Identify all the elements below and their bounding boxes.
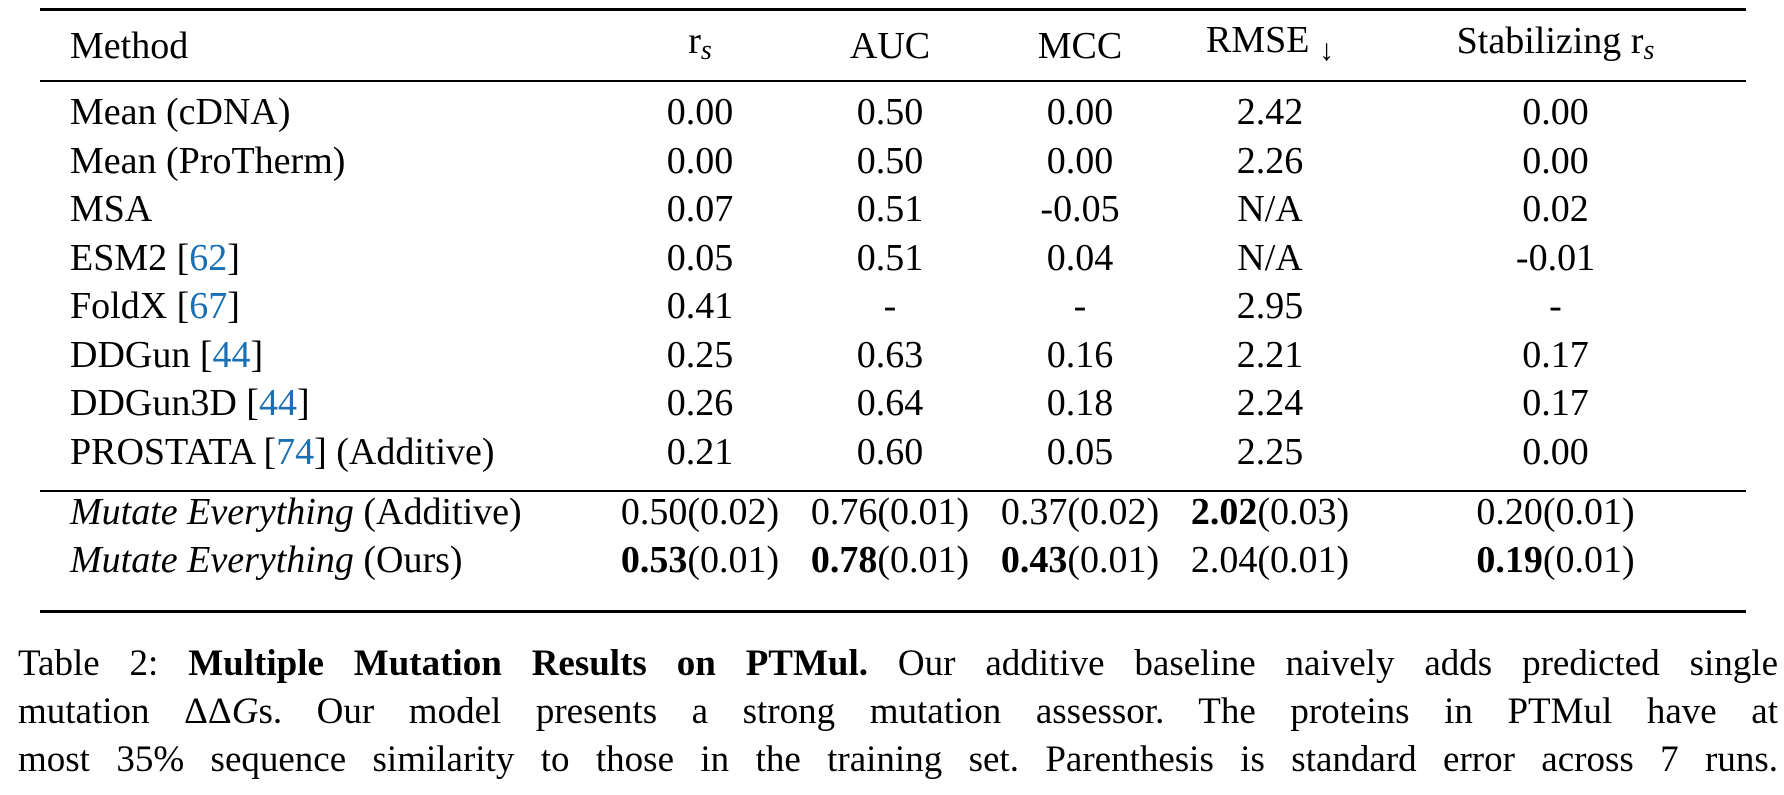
auc-cell: 0.63 [856, 333, 924, 376]
results-table: Method rs AUC MCC RMSE ↓ Stabilizing rs … [40, 11, 1746, 584]
table-row: DDGun3D [44] 0.26 0.64 0.18 2.24 0.17 [40, 379, 1746, 428]
mcc-cell: 0.04 [1046, 236, 1114, 279]
auc-cell: 0.76(0.01) [810, 491, 970, 533]
method-cell: PROSTATA [74] (Additive) [70, 430, 495, 473]
caption-line-1: Table 2: Multiple Mutation Results on PT… [18, 643, 1778, 684]
citation-link[interactable]: 62 [189, 236, 228, 279]
table-row: Mean (cDNA) 0.00 0.50 0.00 2.42 0.00 [40, 88, 1746, 137]
rs-cell: 0.00 [666, 139, 734, 182]
table-bottom-rule [40, 610, 1746, 613]
rs-cell: 0.53(0.01) [620, 539, 780, 581]
rs-cell: 0.05 [666, 236, 734, 279]
table-row: Mutate Everything (Ours) 0.53(0.01) 0.78(0… [40, 536, 1746, 584]
stab-cell: 0.00 [1522, 430, 1589, 473]
stab-cell: 0.20(0.01) [1476, 491, 1635, 533]
rmse-cell: 2.95 [1236, 285, 1304, 328]
auc-cell: 0.51 [856, 236, 924, 279]
rmse-cell: 2.04(0.01) [1190, 539, 1350, 581]
citation-link[interactable]: 44 [258, 382, 297, 425]
caption-line-3: most 35% sequence similarity to those in… [18, 739, 1778, 780]
citation-link[interactable]: 74 [276, 430, 315, 473]
stab-cell: 0.17 [1522, 333, 1589, 376]
auc-cell: 0.60 [856, 430, 924, 473]
method-cell: Mean (ProTherm) [70, 139, 346, 182]
rmse-cell: 2.26 [1236, 139, 1304, 182]
rs-cell: 0.26 [666, 382, 734, 425]
method-cell: FoldX [67] [70, 285, 240, 328]
mcc-cell: 0.18 [1046, 382, 1114, 425]
mcc-cell: 0.05 [1046, 430, 1114, 473]
stab-cell: -0.01 [1515, 236, 1596, 279]
caption-title: Multiple Mutation Results on PTMul. [188, 643, 868, 684]
header-rmse: RMSE ↓ [1206, 19, 1334, 67]
citation-link[interactable]: 44 [212, 333, 251, 376]
auc-cell: 0.50 [856, 91, 924, 134]
stab-cell: 0.00 [1522, 139, 1589, 182]
rmse-cell: 2.42 [1236, 91, 1304, 134]
method-cell: Mutate Everything (Additive) [70, 491, 522, 533]
rmse-cell: 2.21 [1236, 333, 1304, 376]
table-row: Mutate Everything (Additive) 0.50(0.02) 0.… [40, 488, 1746, 536]
mcc-cell: 0.00 [1046, 139, 1114, 182]
caption-line-2: mutation ΔΔGs. Our model presents a stro… [18, 691, 1779, 732]
auc-cell: 0.64 [856, 382, 924, 425]
table-row: PROSTATA [74] (Additive) 0.21 0.60 0.05 2.25… [40, 428, 1746, 477]
mcc-cell: - [1073, 285, 1087, 328]
citation-link[interactable]: 67 [189, 285, 228, 328]
table-top-rule [40, 8, 1746, 11]
table-row: MSA 0.07 0.51 -0.05 N/A 0.02 [40, 185, 1746, 234]
mcc-cell: 0.43(0.01) [1000, 539, 1160, 581]
table-caption: Table 2: Multiple Mutation Results on PT… [18, 640, 1778, 784]
rs-cell: 0.25 [666, 333, 734, 376]
rmse-cell: 2.02(0.03) [1190, 491, 1350, 533]
method-cell: DDGun [44] [70, 333, 264, 376]
table-row: DDGun [44] 0.25 0.63 0.16 2.21 0.17 [40, 331, 1746, 380]
stab-cell: - [1549, 285, 1562, 328]
method-cell: Mutate Everything (Ours) [70, 539, 463, 581]
mcc-cell: 0.00 [1046, 91, 1114, 134]
method-cell: Mean (cDNA) [70, 91, 291, 134]
stab-cell: 0.19(0.01) [1476, 539, 1635, 581]
rs-cell: 0.50(0.02) [620, 491, 780, 533]
rmse-cell: 2.24 [1236, 382, 1304, 425]
mcc-cell: 0.37(0.02) [1000, 491, 1160, 533]
method-cell: DDGun3D [44] [70, 382, 310, 425]
rs-cell: 0.00 [666, 91, 734, 134]
header-method: Method [70, 24, 189, 67]
table-row: FoldX [67] 0.41 - - 2.95 - [40, 282, 1746, 331]
method-cell: MSA [70, 188, 153, 231]
auc-cell: - [883, 285, 897, 328]
table-row: Mean (ProTherm) 0.00 0.50 0.00 2.26 0.00 [40, 137, 1746, 186]
rmse-cell: 2.25 [1236, 430, 1304, 473]
stab-cell: 0.02 [1522, 188, 1589, 231]
table-row: ESM2 [62] 0.05 0.51 0.04 N/A -0.01 [40, 234, 1746, 283]
rs-cell: 0.07 [666, 188, 734, 231]
header-mcc: MCC [1037, 24, 1123, 67]
rs-cell: 0.21 [666, 430, 734, 473]
mcc-cell: 0.16 [1046, 333, 1114, 376]
auc-cell: 0.78(0.01) [810, 539, 970, 581]
auc-cell: 0.51 [856, 188, 924, 231]
auc-cell: 0.50 [856, 139, 924, 182]
table-header-row: Method rs AUC MCC RMSE ↓ Stabilizing rs [40, 11, 1746, 80]
mcc-cell: -0.05 [1040, 188, 1120, 231]
stab-cell: 0.17 [1522, 382, 1589, 425]
table-section-rule [40, 490, 1746, 492]
stab-cell: 0.00 [1522, 91, 1589, 134]
table-header-rule [40, 80, 1746, 82]
method-cell: ESM2 [62] [70, 236, 240, 279]
header-stabilizing-rs: Stabilizing rs [1456, 19, 1655, 66]
rs-cell: 0.41 [666, 285, 734, 328]
rmse-cell: N/A [1237, 236, 1303, 279]
down-arrow-icon: ↓ [1318, 34, 1334, 67]
header-auc: AUC [849, 24, 931, 67]
rmse-cell: N/A [1237, 188, 1303, 231]
header-rs: rs [688, 19, 712, 66]
